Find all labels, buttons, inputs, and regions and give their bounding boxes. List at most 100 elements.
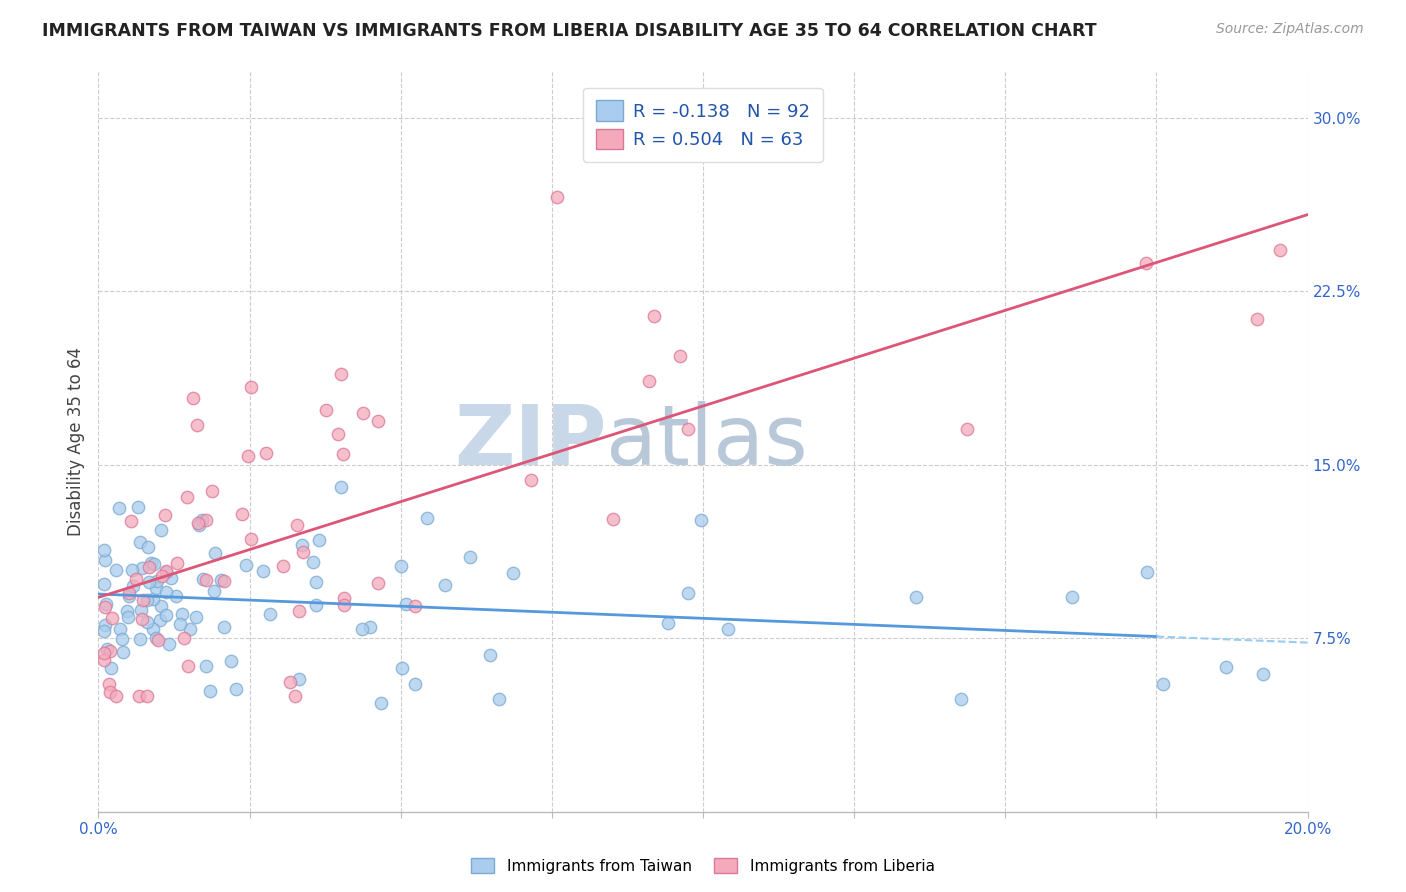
Point — [150, 524, 173, 538]
Point — [214, 620, 236, 634]
Point — [239, 532, 262, 546]
Point — [195, 659, 218, 673]
Point — [115, 603, 138, 617]
Point — [195, 574, 218, 588]
Point — [170, 607, 193, 622]
Point — [359, 620, 381, 634]
Point — [108, 623, 131, 637]
Point — [93, 577, 115, 591]
Point — [638, 374, 661, 388]
Point — [308, 533, 330, 548]
Point — [129, 632, 152, 646]
Point — [100, 685, 122, 699]
Point — [1268, 243, 1291, 257]
Point — [259, 607, 281, 621]
Point — [905, 590, 928, 604]
Point — [502, 566, 524, 580]
Point — [136, 540, 159, 554]
Point — [1253, 667, 1275, 681]
Point — [479, 648, 502, 662]
Point — [177, 658, 200, 673]
Point — [1136, 566, 1159, 580]
Point — [94, 617, 117, 632]
Point — [165, 589, 187, 603]
Point — [458, 549, 481, 564]
Point — [200, 684, 222, 698]
Point — [96, 642, 118, 657]
Point — [676, 422, 699, 436]
Point — [117, 585, 139, 599]
Point — [98, 644, 121, 658]
Point — [149, 613, 172, 627]
Point — [1135, 256, 1157, 270]
Point — [152, 569, 174, 583]
Point — [235, 558, 257, 573]
Point — [643, 310, 665, 324]
Point — [1152, 677, 1174, 691]
Point — [195, 513, 218, 527]
Point — [153, 508, 176, 522]
Point — [120, 514, 142, 528]
Point — [389, 558, 412, 573]
Point — [252, 564, 274, 578]
Point — [225, 682, 247, 697]
Point — [231, 507, 253, 521]
Point — [190, 513, 212, 527]
Point — [138, 574, 160, 589]
Legend: Immigrants from Taiwan, Immigrants from Liberia: Immigrants from Taiwan, Immigrants from … — [465, 852, 941, 880]
Point — [176, 490, 198, 504]
Point — [191, 572, 214, 586]
Point — [602, 512, 624, 526]
Point — [145, 631, 167, 645]
Point — [353, 406, 375, 420]
Point — [159, 571, 181, 585]
Point — [94, 598, 117, 612]
Point — [350, 622, 373, 636]
Point — [157, 637, 180, 651]
Point — [108, 500, 131, 515]
Point — [166, 557, 188, 571]
Point — [104, 689, 127, 703]
Point — [124, 572, 146, 586]
Point — [93, 653, 115, 667]
Point — [291, 545, 314, 559]
Point — [332, 447, 354, 461]
Point — [155, 564, 177, 578]
Point — [370, 696, 392, 710]
Point — [101, 610, 124, 624]
Point — [287, 672, 309, 686]
Point — [127, 500, 149, 514]
Point — [315, 403, 337, 417]
Y-axis label: Disability Age 35 to 64: Disability Age 35 to 64 — [66, 347, 84, 536]
Point — [184, 610, 207, 624]
Point — [155, 607, 177, 622]
Point — [291, 539, 314, 553]
Text: atlas: atlas — [606, 401, 808, 482]
Point — [1246, 312, 1268, 326]
Point — [187, 516, 209, 530]
Text: ZIP: ZIP — [454, 401, 606, 482]
Point — [302, 555, 325, 569]
Point — [136, 689, 159, 703]
Point — [155, 585, 177, 599]
Point — [367, 576, 389, 591]
Point — [285, 517, 308, 532]
Point — [1215, 660, 1237, 674]
Point — [956, 422, 979, 436]
Point — [100, 661, 122, 675]
Point — [142, 591, 165, 606]
Point — [93, 553, 115, 567]
Point — [284, 689, 307, 703]
Point — [145, 581, 167, 595]
Point — [128, 689, 150, 703]
Point — [111, 632, 134, 646]
Point — [131, 561, 153, 575]
Point — [187, 518, 209, 533]
Point — [94, 599, 117, 614]
Point — [212, 574, 235, 588]
Point — [333, 598, 356, 612]
Point — [121, 563, 143, 577]
Point — [132, 592, 155, 607]
Point — [288, 604, 311, 618]
Point — [254, 445, 277, 459]
